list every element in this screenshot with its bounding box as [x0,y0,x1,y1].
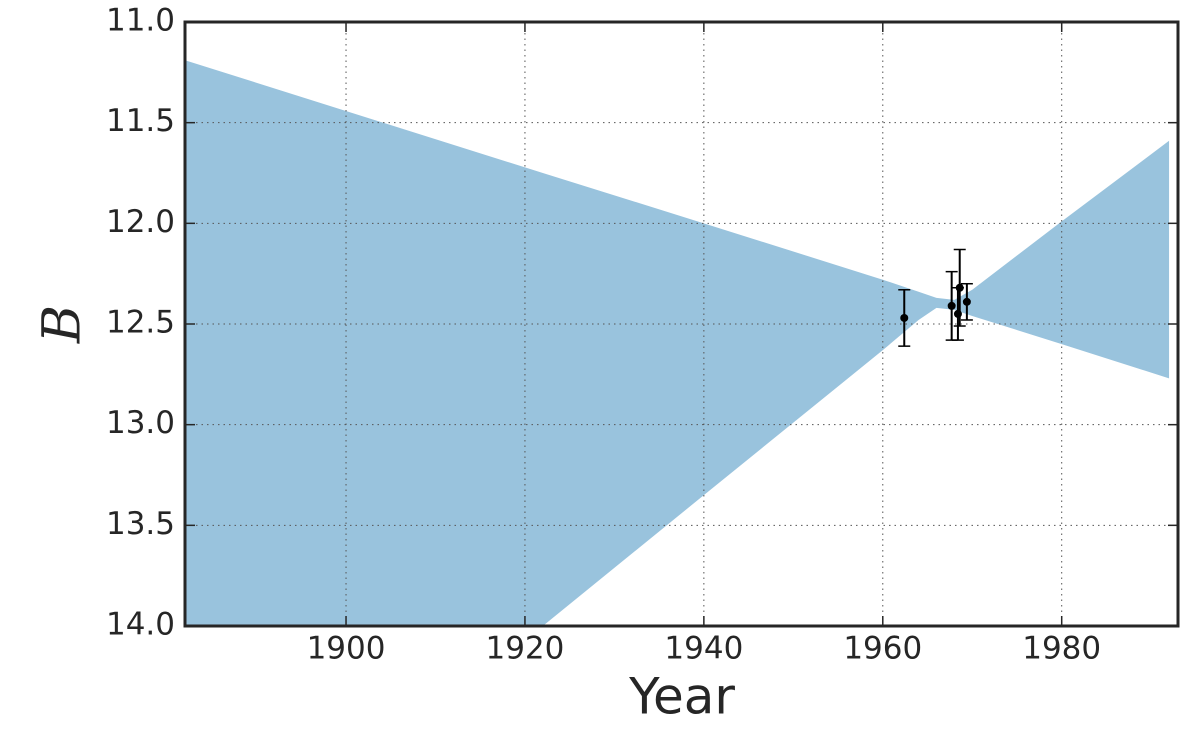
y-tick-label: 11.0 [106,3,175,39]
y-tick-label: 12.0 [106,204,175,240]
x-tick-label: 1980 [1022,631,1101,667]
data-point [947,301,956,310]
data-point [962,297,971,306]
data-point [955,283,964,292]
plot-frame [183,20,1180,628]
data-point [953,309,962,318]
x-tick-label: 1920 [485,631,564,667]
y-axis-label: B [33,305,93,344]
y-tick-label: 14.0 [106,607,175,643]
x-tick-label: 1940 [664,631,743,667]
x-axis-label: Year [628,668,735,726]
data-point [900,313,909,322]
y-tick-label: 12.5 [106,305,175,341]
plot-area [185,60,1170,626]
y-tick-label: 11.5 [106,103,175,139]
x-tick-label: 1960 [843,631,922,667]
confidence-band [185,60,1170,626]
y-tick-label: 13.5 [106,506,175,542]
x-tick-label: 1900 [307,631,386,667]
y-tick-label: 13.0 [106,405,175,441]
